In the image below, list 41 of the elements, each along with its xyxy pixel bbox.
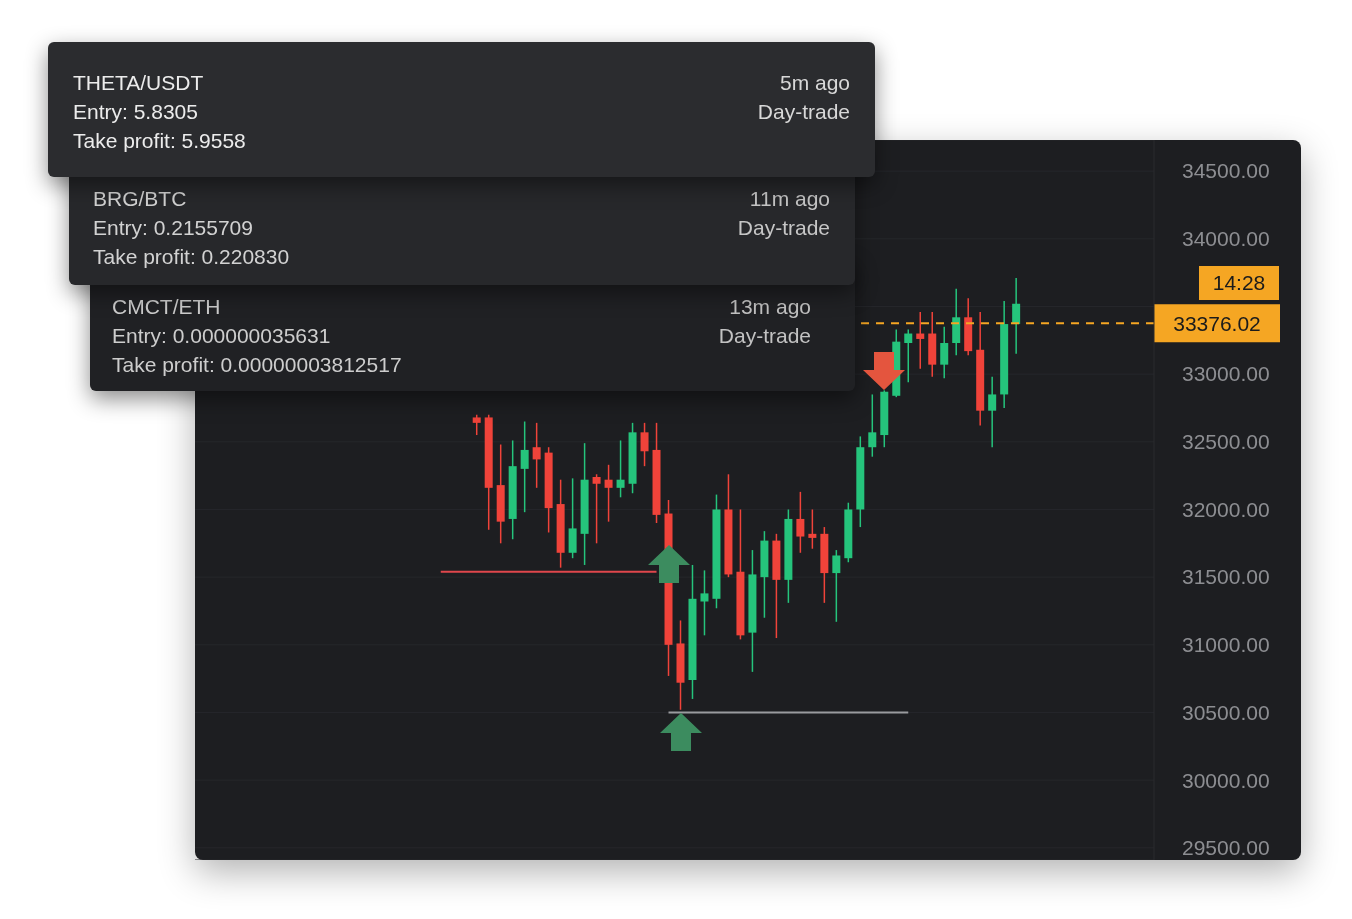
candlestick <box>916 311 925 370</box>
annotation: Entry: 0.2155709 <box>93 216 253 239</box>
y-tick-label: 31500.00 <box>1182 565 1270 589</box>
text: BRG/BTC <box>93 187 187 210</box>
text: 14:28 <box>1212 271 1266 295</box>
y-tick-label: 32500.00 <box>1182 430 1270 454</box>
annotation: Day-trade <box>737 216 830 239</box>
candlestick <box>796 491 805 554</box>
candlestick <box>868 393 877 458</box>
candlestick <box>520 420 529 513</box>
candlestick <box>940 326 949 379</box>
y-tick-label: 30000.00 <box>1182 768 1270 792</box>
candlestick <box>904 328 913 384</box>
y-tick-label: 29500.00 <box>1182 836 1270 860</box>
candlestick <box>592 473 601 545</box>
y-tick-label: 34000.00 <box>1182 227 1270 251</box>
y-tick-label: 32000.00 <box>1182 497 1270 521</box>
candlestick <box>616 439 625 499</box>
annotation: 11m ago <box>749 187 830 210</box>
annotation: CMCT/ETH <box>112 295 221 318</box>
candlestick <box>988 376 997 448</box>
candlestick <box>1012 277 1021 355</box>
candlestick <box>700 569 709 637</box>
annotation: 13m ago <box>729 295 811 318</box>
annotation: Take profit: 0.220830 <box>93 245 290 268</box>
candlestick <box>832 549 841 623</box>
y-tick-label: 34500.00 <box>1182 159 1270 183</box>
candlestick <box>532 422 541 489</box>
candlestick <box>604 464 613 523</box>
annotation: Entry: 0.000000035631 <box>112 324 331 347</box>
annotation: Take profit: 0.00000003812517 <box>112 353 402 376</box>
annotation: Day-trade <box>718 324 811 347</box>
candlestick <box>472 413 481 436</box>
y-tick-label: 33000.00 <box>1182 362 1270 386</box>
candlestick <box>640 422 649 467</box>
y-tick-label: 31000.00 <box>1182 633 1270 657</box>
candlestick <box>808 508 817 550</box>
y-tick-label: 30500.00 <box>1182 700 1270 724</box>
card: THETA/USDT 5m ago Entry: 5.8305 Day-trade Take profit: 5.9558 <box>48 42 875 177</box>
annotation: Take profit: 5.9558 <box>73 129 246 152</box>
ref-line-label: 33376.02 <box>1173 311 1261 335</box>
